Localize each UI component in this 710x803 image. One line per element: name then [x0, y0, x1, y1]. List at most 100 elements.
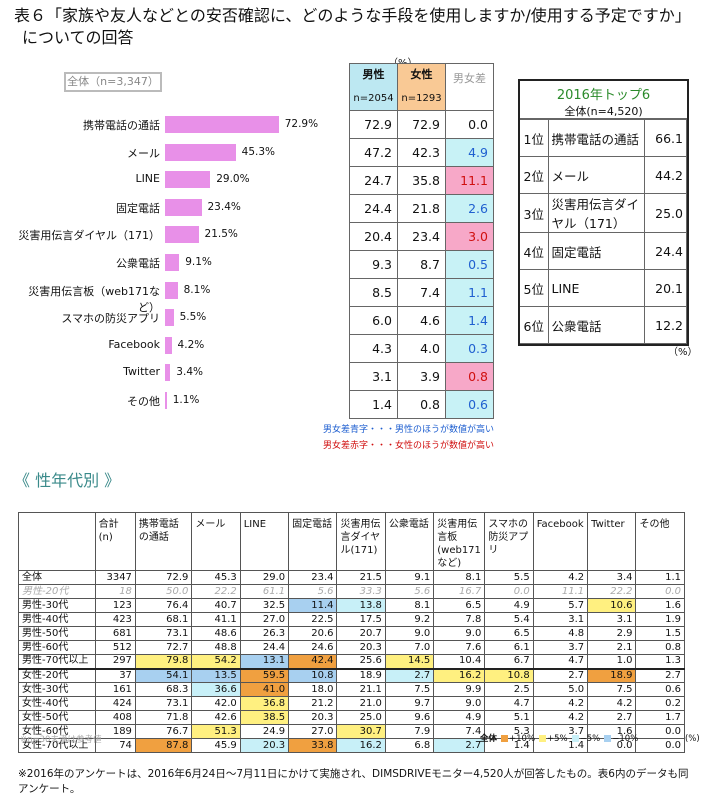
table-cell: 10.8: [484, 668, 534, 683]
table-cell: 2.7: [532, 668, 589, 683]
table-cell: 40.7: [191, 598, 241, 613]
table-cell: 18: [94, 584, 136, 599]
diff-value: 0.3: [445, 334, 494, 363]
male-header: 男性 n=2054: [349, 63, 398, 111]
top6-rank: 5位: [520, 269, 549, 307]
table-cell: 33.3: [336, 584, 386, 599]
top6-rank: 2位: [520, 156, 549, 194]
column-header: その他: [635, 512, 685, 571]
top6-value: 44.2: [644, 156, 687, 194]
table-cell: 32.5: [239, 598, 290, 613]
table-cell: 45.3: [191, 570, 241, 585]
table-row: 男性-70代以上 297 79.8 54.2 13.1 42.4 25.6 14.5 10.4 6…: [18, 654, 685, 670]
table-cell: 2.7: [587, 710, 637, 725]
bar-label: スマホの防災アプリ: [61, 312, 160, 326]
diff-value: 0.8: [445, 362, 494, 391]
table-cell: 16.2: [433, 668, 486, 683]
table-cell: 3347: [94, 570, 136, 585]
table-cell: 4.2: [532, 570, 589, 585]
top6-name: LINE: [548, 269, 645, 307]
page-title: 表６「家族や友人などとの安否確認に、どのような手段を使用しますか/使用する予定で…: [14, 6, 691, 25]
table-cell: 2.5: [484, 682, 534, 697]
female-value: 0.8: [397, 390, 446, 419]
female-value: 72.9: [397, 110, 446, 139]
table-cell: 8.1: [384, 598, 435, 613]
bar-value: 45.3%: [241, 145, 276, 158]
top6-name: メール: [548, 156, 645, 194]
table-cell: 48.6: [191, 626, 241, 641]
row-label: 女性-50代: [18, 710, 96, 725]
male-value: 6.0: [349, 306, 398, 335]
table-cell: 79.8: [134, 654, 193, 670]
table-cell: 9.1: [384, 570, 435, 585]
row-label: 男性-70代以上: [18, 654, 96, 670]
table-row: 女性-60代 189 76.7 51.3 24.9 27.0 30.7 7.9 7.4 5.3 3.…: [18, 724, 685, 739]
gender-row: 4.3 4.0 0.3: [349, 334, 494, 363]
table-cell: 9.0: [433, 696, 486, 711]
table-row: 女性-50代 408 71.8 42.6 38.5 20.3 25.0 9.6 4.9 5.1 4.…: [18, 710, 685, 725]
female-value: 7.4: [397, 278, 446, 307]
table-cell: 13.5: [191, 668, 241, 683]
female-value: 8.7: [397, 250, 446, 279]
table-cell: 14.5: [384, 654, 435, 670]
table-cell: 1.1: [635, 570, 685, 585]
table-header: 合計(n) 携帯電話の通話 メール LINE 固定電話 災害用伝言ダイヤル(171) 公衆電…: [18, 512, 685, 571]
table-cell: 1.7: [635, 710, 685, 725]
table-row: 男性-40代 423 68.1 41.1 27.0 22.5 17.5 9.2 7.8 5.4 3.…: [18, 612, 685, 627]
table-cell: 16.2: [336, 738, 386, 753]
top6-title: 2016年トップ6: [556, 88, 651, 103]
table-row: 男性-50代 681 73.1 48.6 26.3 20.6 20.7 9.0 9.0 6.5 4.…: [18, 626, 685, 641]
table-cell: 1.6: [587, 724, 637, 739]
top6-row: 6位 公衆電話 12.2: [520, 306, 687, 344]
male-value: 24.7: [349, 166, 398, 195]
table-cell: 0.8: [635, 640, 685, 655]
top6-box: 2016年トップ6 全体(n=4,520) 1位 携帯電話の通話 66.1 2位 メール…: [518, 79, 689, 346]
top6-value: 24.4: [644, 232, 687, 270]
top6-row: 1位 携帯電話の通話 66.1: [520, 119, 687, 157]
table-cell: 9.7: [384, 696, 435, 711]
table-cell: 72.7: [134, 640, 193, 655]
diff-value: 0.0: [445, 110, 494, 139]
table-cell: 21.0: [336, 696, 386, 711]
top6-unit: （%）: [668, 347, 698, 358]
diff-value: 1.4: [445, 306, 494, 335]
top6-rank: 4位: [520, 232, 549, 270]
table-cell: 5.5: [484, 570, 534, 585]
male-value: 4.3: [349, 334, 398, 363]
top6-value: 25.0: [644, 193, 687, 233]
top6-row: 5位 LINE 20.1: [520, 269, 687, 307]
top6-row: 3位 災害用伝言ダイヤル（171） 25.0: [520, 193, 687, 233]
top6-name: 固定電話: [548, 232, 645, 270]
diff-value: 0.6: [445, 390, 494, 419]
male-value: 3.1: [349, 362, 398, 391]
table-cell: 27.0: [288, 724, 338, 739]
table-cell: 26.3: [239, 626, 290, 641]
table-cell: 22.2: [191, 584, 241, 599]
column-header: [18, 512, 96, 571]
table-cell: 4.2: [587, 696, 637, 711]
diff-value: 0.5: [445, 250, 494, 279]
table-cell: 9.6: [384, 710, 435, 725]
table-cell: 4.9: [484, 598, 534, 613]
footnote: ※2016年のアンケートは、2016年6月24日〜7月11日にかけて実施され、D…: [18, 768, 689, 795]
gender-row: 3.1 3.9 0.8: [349, 362, 494, 391]
bar: [165, 143, 236, 161]
bar: [165, 116, 279, 133]
table-cell: 24.9: [239, 724, 290, 739]
female-value: 42.3: [397, 138, 446, 167]
column-header: LINE: [239, 512, 290, 571]
row-label: 女性-30代: [18, 682, 96, 697]
table-cell: 3.7: [532, 640, 589, 655]
table-cell: 1.5: [635, 626, 685, 641]
table-cell: 5.4: [484, 612, 534, 627]
table-cell: 73.1: [134, 696, 193, 711]
bar-label: 固定電話: [116, 201, 160, 215]
male-value: 20.4: [349, 222, 398, 251]
bar-value: 1.1%: [172, 394, 200, 406]
age-gender-table: 合計(n) 携帯電話の通話 メール LINE 固定電話 災害用伝言ダイヤル(171) 公衆電…: [18, 512, 685, 753]
table-cell: 5.0: [532, 682, 589, 697]
table-cell: 42.0: [191, 696, 241, 711]
section-title: 《 性年代別 》: [14, 471, 121, 490]
top6-rank: 3位: [520, 193, 549, 233]
table-cell: 22.5: [288, 612, 338, 627]
